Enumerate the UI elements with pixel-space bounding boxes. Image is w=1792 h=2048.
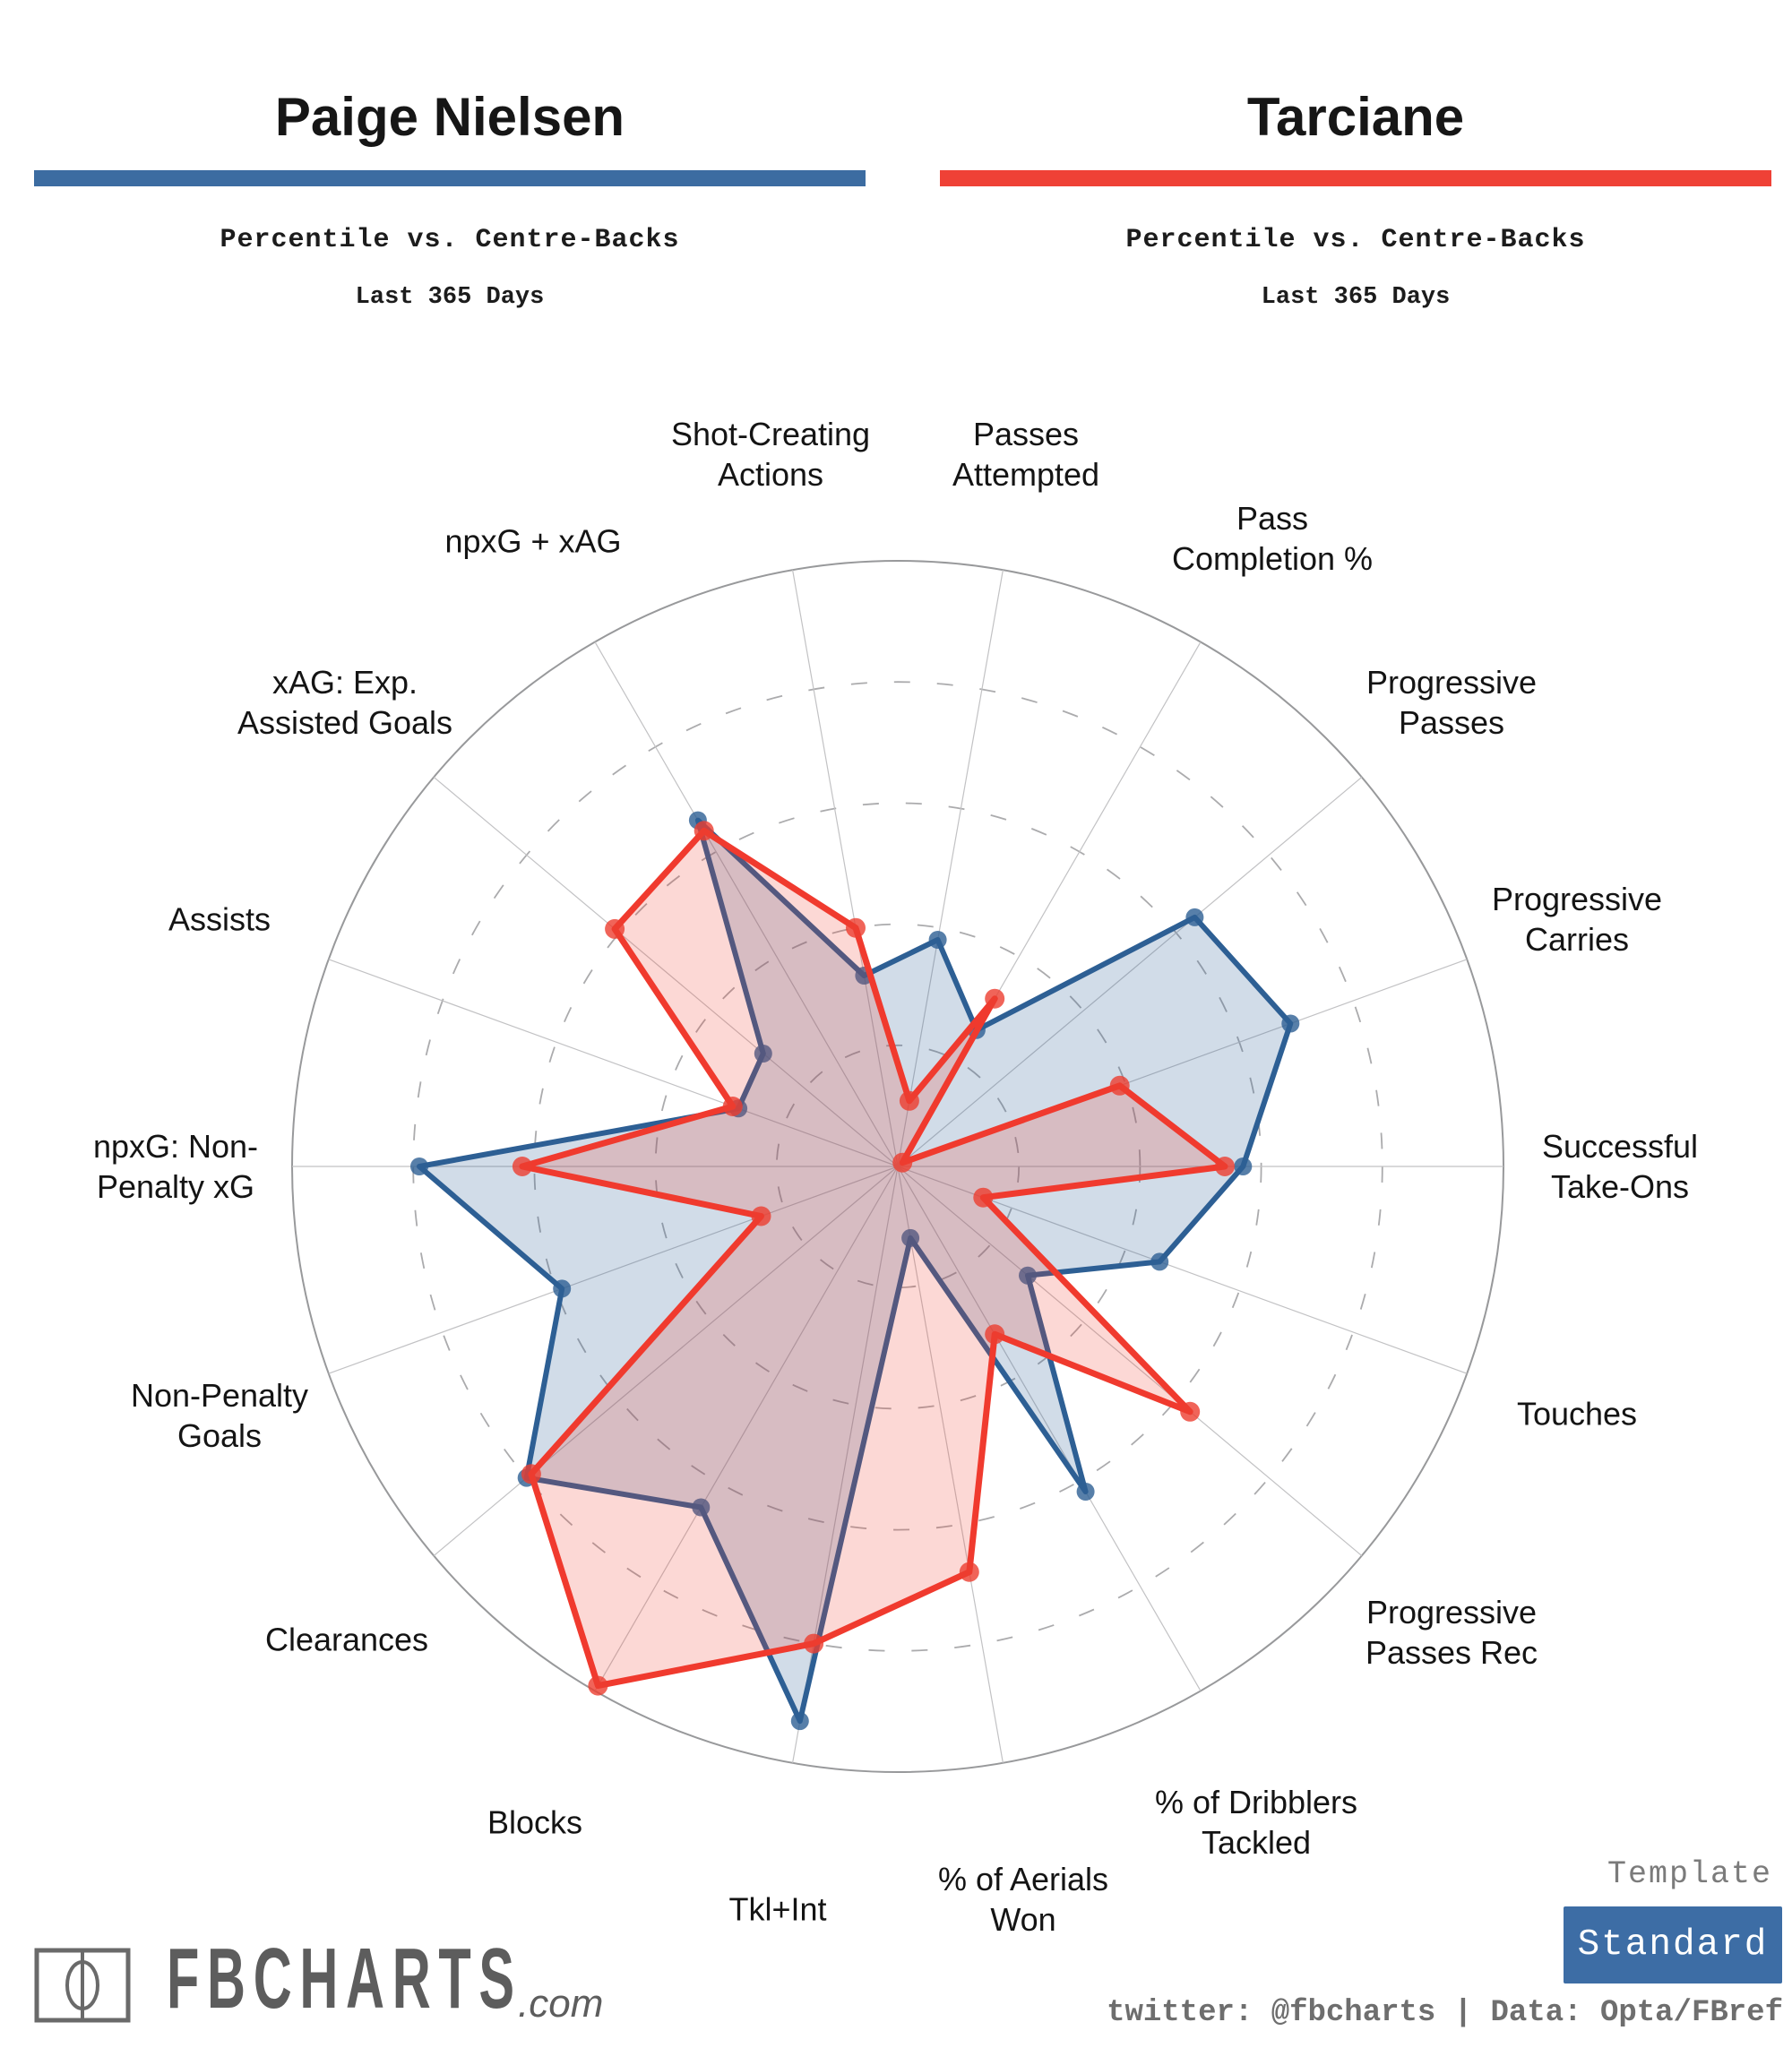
credit-text: twitter: @fbcharts | Data: Opta/FBref	[1107, 1996, 1783, 2030]
radar-point-red-15	[605, 918, 625, 939]
pitch-icon	[34, 1948, 131, 2023]
radar-point-blue-6	[1019, 1266, 1037, 1285]
radar-point-red-12	[751, 1206, 771, 1226]
spoke-10	[594, 1166, 899, 1691]
radar-point-red-7	[985, 1324, 1005, 1345]
spoke-16	[594, 641, 899, 1167]
spoke-0	[897, 570, 1004, 1167]
axis-label-2: Progressive Passes	[1366, 664, 1538, 741]
axis-label-11: Clearances	[264, 1621, 429, 1658]
radar-point-blue-8	[901, 1228, 920, 1247]
header-left: Paige Nielsen Percentile vs. Centre-Back…	[34, 0, 866, 340]
radar-point-red-0	[899, 1090, 919, 1111]
radar-point-blue-10	[692, 1498, 711, 1517]
subtitle-right: Percentile vs. Centre-Backs	[1125, 225, 1586, 255]
radar-point-red-8	[959, 1562, 979, 1582]
axis-label-4: Successful Take-Ons	[1541, 1128, 1699, 1205]
radar-point-red-9	[804, 1633, 824, 1654]
axis-label-6: Progressive Passes Rec	[1365, 1594, 1538, 1671]
spoke-7	[897, 1166, 1202, 1691]
accent-bar-left	[34, 170, 866, 186]
axis-label-10: Blocks	[487, 1803, 583, 1841]
period-left: Last 365 Days	[355, 284, 545, 311]
axis-label-15: xAG: Exp. Assisted Goals	[237, 664, 453, 741]
spoke-6	[897, 1166, 1363, 1556]
radar-point-red-16	[694, 821, 714, 841]
logo-text: FBCHARTS	[167, 1931, 522, 2026]
axis-label-16: npxG + xAG	[444, 522, 622, 560]
player-title-right: Tarciane	[1246, 87, 1465, 147]
spoke-15	[433, 777, 899, 1167]
axis-label-3: Progressive Carries	[1491, 881, 1663, 958]
radar-point-blue-3	[1281, 1014, 1300, 1033]
radar-point-blue-13	[410, 1157, 428, 1175]
radar-point-red-3	[1109, 1075, 1130, 1096]
radar-point-red-14	[722, 1097, 743, 1116]
axis-label-12: Non-Penalty Goals	[130, 1377, 309, 1454]
spoke-17	[792, 570, 899, 1167]
radar-point-blue-7	[1076, 1483, 1095, 1501]
template-value-button[interactable]: Standard	[1564, 1906, 1782, 1983]
radar-point-red-11	[521, 1464, 541, 1484]
spoke-5	[897, 1166, 1468, 1374]
axis-label-5: Touches	[1516, 1395, 1638, 1433]
radar-point-red-13	[512, 1157, 532, 1176]
subtitle-left: Percentile vs. Centre-Backs	[220, 225, 680, 255]
axis-label-1: Pass Completion %	[1171, 500, 1374, 577]
axis-label-9: Tkl+Int	[728, 1890, 827, 1928]
radar-point-blue-9	[790, 1712, 809, 1731]
spoke-9	[792, 1166, 899, 1763]
axis-label-7: % of Dribblers Tackled	[1154, 1784, 1358, 1861]
radar-point-blue-5	[1150, 1252, 1169, 1271]
accent-bar-right	[940, 170, 1771, 186]
axis-label-13: npxG: Non- Penalty xG	[92, 1128, 259, 1205]
radar-point-red-4	[1215, 1157, 1235, 1176]
period-right: Last 365 Days	[1261, 284, 1451, 311]
spoke-2	[897, 777, 1363, 1167]
axis-label-14: Assists	[168, 900, 271, 938]
radar-point-red-1	[985, 988, 1005, 1009]
logo-suffix: .com	[518, 1982, 604, 2026]
radar-point-red-17	[846, 917, 866, 938]
axis-label-8: % of Aerials Won	[937, 1861, 1109, 1938]
radar-point-blue-0	[928, 931, 947, 949]
spoke-11	[433, 1166, 899, 1556]
spoke-8	[897, 1166, 1004, 1763]
axis-label-17: Shot-Creating Actions	[670, 416, 871, 493]
template-label: Template	[1607, 1856, 1772, 1892]
player-title-left: Paige Nielsen	[274, 87, 625, 147]
header-right: Tarciane Percentile vs. Centre-Backs Las…	[940, 0, 1771, 340]
radar-point-blue-4	[1234, 1157, 1253, 1175]
radar-point-blue-12	[553, 1279, 572, 1298]
radar-point-blue-15	[754, 1045, 772, 1063]
spoke-12	[328, 1166, 899, 1374]
radar-point-red-2	[892, 1152, 913, 1173]
spoke-14	[328, 959, 899, 1167]
radar-point-red-10	[588, 1675, 608, 1696]
radar-point-red-5	[973, 1187, 994, 1208]
radar-point-red-6	[1180, 1401, 1201, 1422]
axis-label-0: Passes Attempted	[952, 416, 1100, 493]
radar-point-blue-2	[1185, 908, 1204, 926]
